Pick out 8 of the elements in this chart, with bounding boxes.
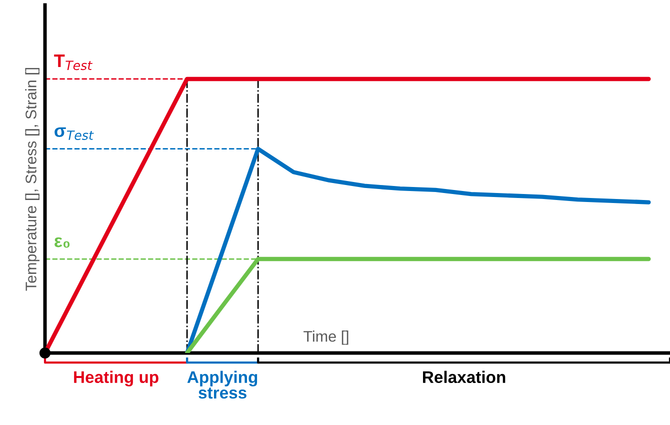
x-axis-title: Time [] <box>304 330 348 345</box>
ref-line-label: σ$_{Test}$ <box>54 127 94 140</box>
text: Applying stress <box>187 370 258 399</box>
text: Heating up <box>74 370 158 386</box>
text: Relaxation <box>423 370 506 384</box>
y-axis-title: Temperature [], Stress [], Strain [] <box>25 68 40 291</box>
ref-line-label: ε₀ <box>54 237 70 248</box>
ref-line-label: T$_{Test}$ <box>54 54 93 70</box>
